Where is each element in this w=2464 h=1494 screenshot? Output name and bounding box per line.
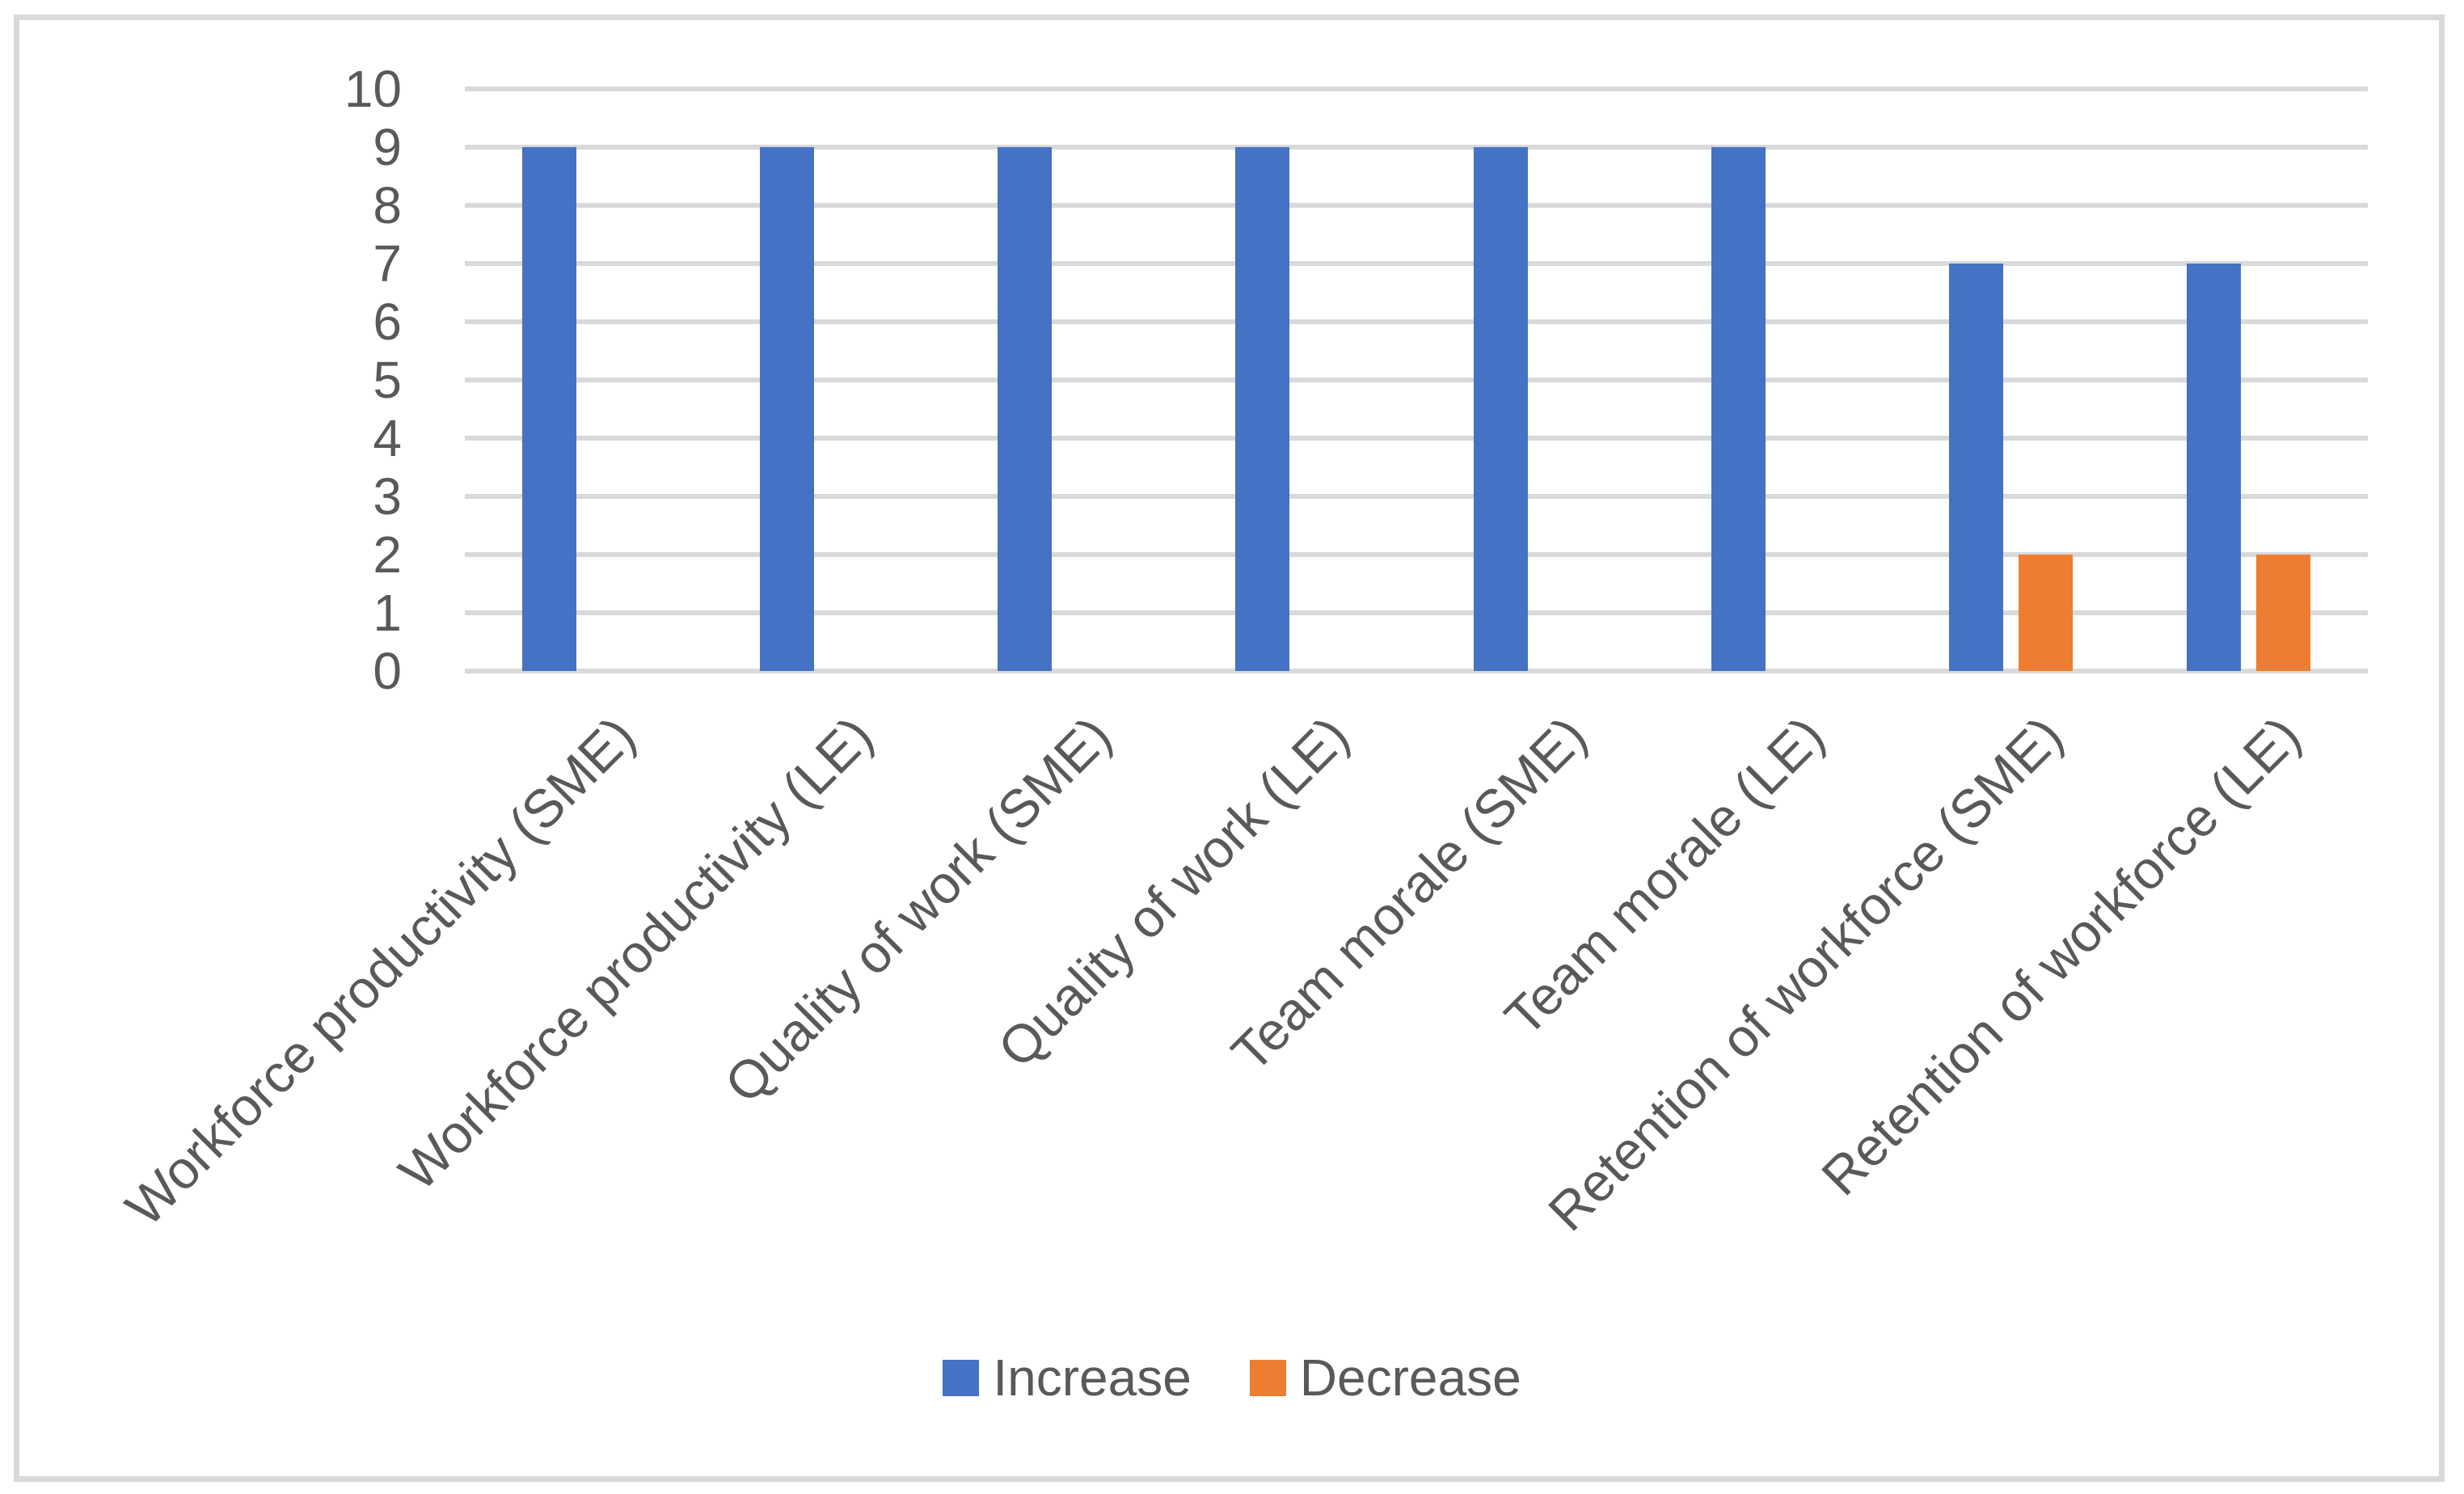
y-tick-label-6: 6 [373, 293, 402, 351]
legend-swatch-decrease [1249, 1359, 1286, 1396]
y-tick-label-8: 8 [373, 176, 402, 234]
y-tick-label-4: 4 [373, 409, 402, 467]
bar-increase-cat2 [759, 147, 814, 671]
y-tick-label-1: 1 [373, 584, 402, 642]
gridline-y8 [465, 203, 2368, 208]
bar-decrease-cat8 [2256, 555, 2311, 671]
y-tick-label-7: 7 [373, 234, 402, 293]
gridline-y0 [465, 669, 2368, 673]
y-tick-label-5: 5 [373, 351, 402, 409]
y-tick-label-0: 0 [373, 642, 402, 700]
bar-decrease-cat7 [2019, 555, 2074, 671]
chart-outer-border [14, 15, 2445, 1482]
y-tick-label-10: 10 [344, 60, 402, 118]
bar-increase-cat8 [2187, 264, 2242, 671]
bar-increase-cat7 [1949, 264, 2004, 671]
gridline-y10 [465, 87, 2368, 91]
gridline-y9 [465, 145, 2368, 150]
bar-increase-cat5 [1473, 147, 1528, 671]
legend-swatch-increase [943, 1359, 980, 1396]
gridline-y6 [465, 319, 2368, 324]
gridline-y4 [465, 436, 2368, 441]
gridline-y2 [465, 552, 2368, 557]
y-tick-label-9: 9 [373, 118, 402, 176]
legend-label: Decrease [1299, 1348, 1521, 1407]
legend-item-increase: Increase [943, 1348, 1192, 1407]
gridline-y5 [465, 378, 2368, 382]
bar-increase-cat3 [998, 147, 1053, 671]
gridline-y3 [465, 494, 2368, 499]
y-tick-label-2: 2 [373, 525, 402, 584]
bar-increase-cat6 [1711, 147, 1766, 671]
bar-increase-cat4 [1235, 147, 1290, 671]
legend-label: Increase [993, 1348, 1192, 1407]
legend-item-decrease: Decrease [1249, 1348, 1521, 1407]
gridline-y1 [465, 610, 2368, 615]
y-tick-label-3: 3 [373, 467, 402, 525]
bar-increase-cat1 [521, 147, 576, 671]
legend: Increase Decrease [0, 1352, 2464, 1403]
gridline-y7 [465, 261, 2368, 266]
